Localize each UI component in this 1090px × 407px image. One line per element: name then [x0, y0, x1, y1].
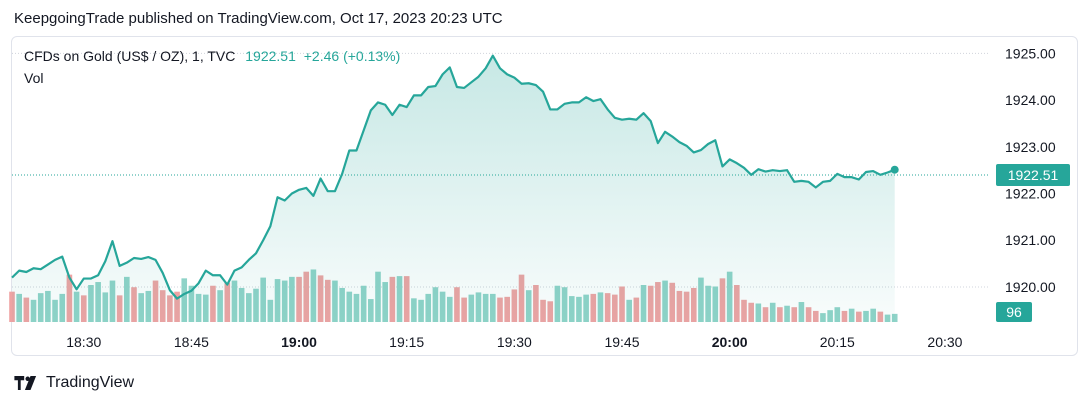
- chart-legend: CFDs on Gold (US$ / OZ), 1, TVC 1922.51 …: [24, 48, 400, 64]
- x-tick-label: 19:45: [604, 334, 639, 350]
- last-price-dot: [890, 165, 899, 174]
- x-tick-label: 19:00: [281, 334, 317, 350]
- y-axis: 1925.00 1924.00 1923.00 1922.00 1921.00 1920.…: [1005, 45, 1056, 295]
- last-price-value: 1922.51: [245, 48, 296, 64]
- price-change-value: +2.46 (+0.13%): [303, 48, 401, 64]
- x-axis: 18:30 18:45 19:00 19:15 19:30 19:45 20:00 20:15…: [66, 334, 962, 350]
- x-tick-label: 20:15: [820, 334, 855, 350]
- footer-brand[interactable]: TradingView: [14, 374, 134, 392]
- chart-frame[interactable]: [11, 36, 1078, 356]
- price-line: [11, 54, 896, 300]
- publisher-line: KeepgoingTrade published on TradingView.…: [14, 10, 503, 27]
- x-tick-label: 18:45: [174, 334, 209, 350]
- volume-label: Vol: [24, 70, 44, 86]
- x-tick-label: 20:00: [712, 334, 748, 350]
- last-price-tag: 1922.51: [996, 164, 1070, 186]
- y-tick-label: 1925.00: [1005, 45, 1056, 61]
- x-tick-label: 19:30: [497, 334, 532, 350]
- y-tick-label: 1922.00: [1005, 186, 1056, 202]
- volume-tag: 96: [996, 302, 1032, 322]
- y-tick-label: 1921.00: [1005, 232, 1056, 248]
- x-tick-label: 20:30: [927, 334, 962, 350]
- brand-name: TradingView: [46, 374, 135, 391]
- symbol-label: CFDs on Gold (US$ / OZ), 1, TVC: [24, 48, 236, 64]
- y-tick-label: 1920.00: [1005, 279, 1056, 295]
- y-tick-label: 1923.00: [1005, 139, 1056, 155]
- x-tick-label: 18:30: [66, 334, 101, 350]
- price-area-fill: [12, 55, 895, 322]
- tradingview-logo-icon: [14, 376, 37, 390]
- x-tick-label: 19:15: [389, 334, 424, 350]
- y-tick-label: 1924.00: [1005, 92, 1056, 108]
